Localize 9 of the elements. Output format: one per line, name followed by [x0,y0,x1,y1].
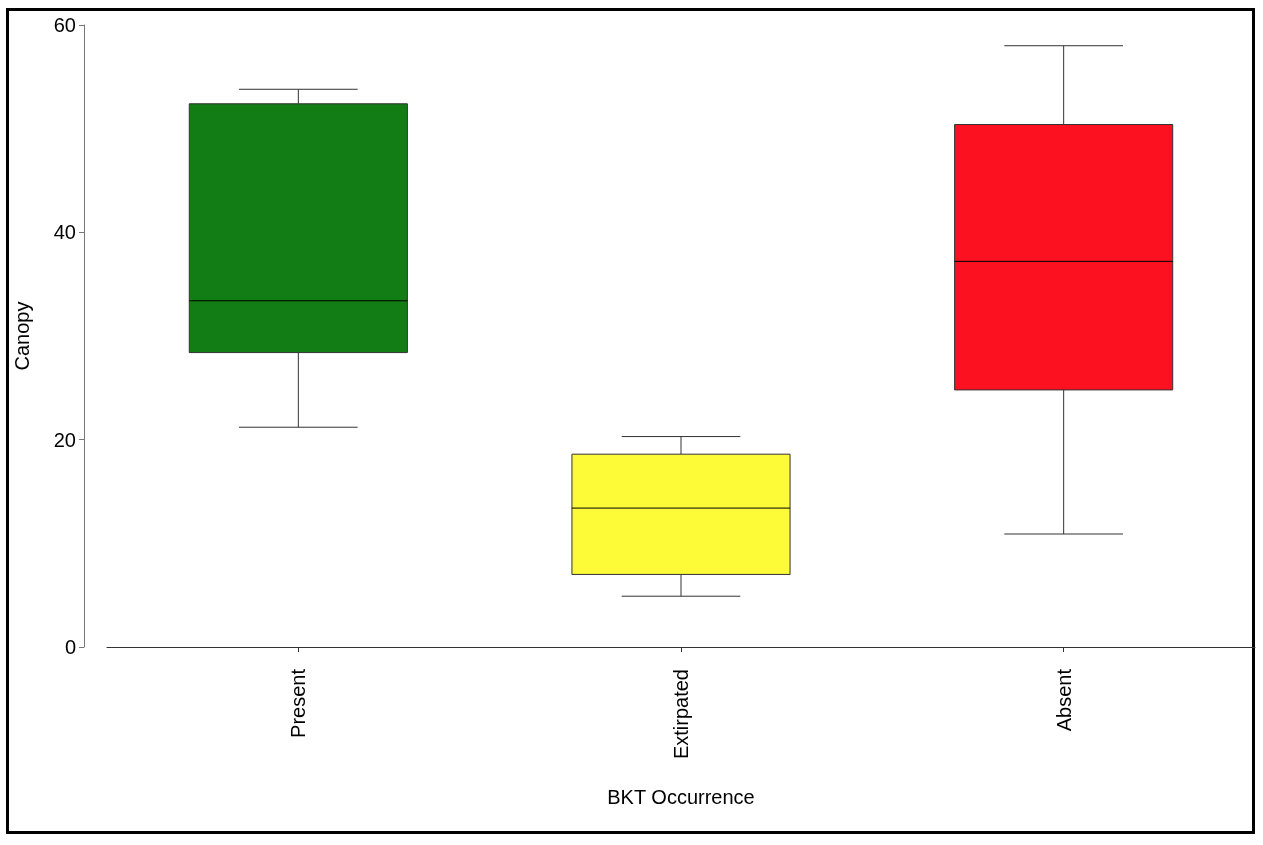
y-axis-title: Canopy [11,301,33,371]
x-axis-title: BKT Occurrence [607,786,755,808]
y-tick-label: 20 [53,428,76,451]
x-tick-label: Present [287,668,310,738]
y-tick-label: 60 [53,14,76,36]
y-tick-label: 40 [53,221,76,244]
x-tick-label: Absent [1052,668,1075,732]
y-tick-label: 0 [64,636,76,658]
x-tick-label: Extirpated [670,669,692,760]
